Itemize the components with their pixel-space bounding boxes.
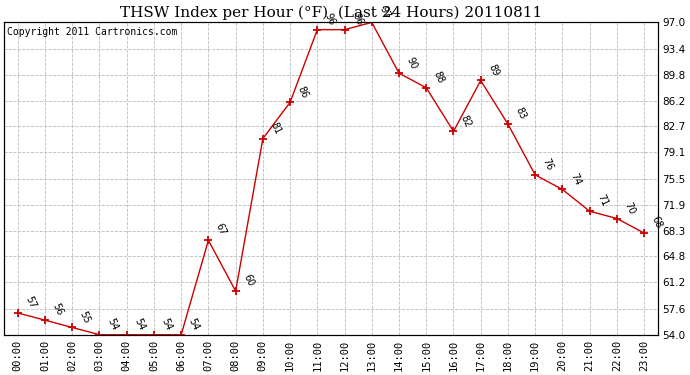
Text: 54: 54: [132, 316, 146, 332]
Text: 54: 54: [105, 316, 119, 332]
Text: 81: 81: [268, 120, 283, 136]
Text: 55: 55: [78, 309, 92, 325]
Text: 60: 60: [241, 273, 255, 288]
Title: THSW Index per Hour (°F)  (Last 24 Hours) 20110811: THSW Index per Hour (°F) (Last 24 Hours)…: [120, 6, 542, 20]
Text: 96: 96: [350, 12, 364, 27]
Text: 89: 89: [486, 62, 500, 78]
Text: 90: 90: [404, 55, 419, 70]
Text: 86: 86: [295, 84, 310, 99]
Text: 97: 97: [377, 4, 392, 20]
Text: 56: 56: [50, 302, 65, 317]
Text: 83: 83: [513, 106, 528, 121]
Text: 54: 54: [159, 316, 174, 332]
Text: 67: 67: [214, 222, 228, 237]
Text: 54: 54: [187, 316, 201, 332]
Text: 88: 88: [432, 70, 446, 85]
Text: 96: 96: [323, 12, 337, 27]
Text: 70: 70: [622, 200, 637, 216]
Text: 71: 71: [595, 193, 609, 208]
Text: 57: 57: [23, 295, 38, 310]
Text: 74: 74: [568, 171, 582, 187]
Text: 82: 82: [459, 113, 473, 129]
Text: 68: 68: [650, 215, 664, 230]
Text: Copyright 2011 Cartronics.com: Copyright 2011 Cartronics.com: [8, 27, 178, 37]
Text: 76: 76: [541, 157, 555, 172]
